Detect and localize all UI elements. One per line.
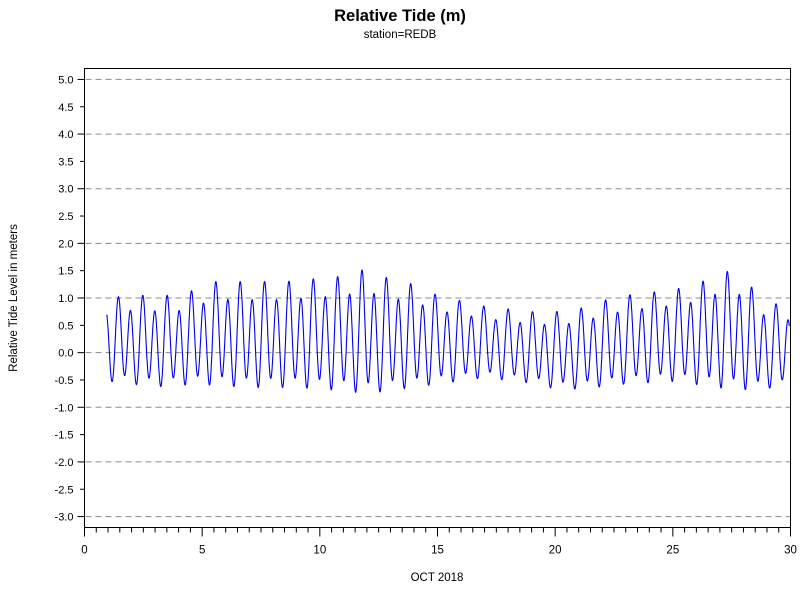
y-tick-label: 2.0 xyxy=(58,238,73,250)
y-tick-label: 4.5 xyxy=(58,102,73,114)
y-tick-label: -1.5 xyxy=(55,430,74,442)
y-axis-title: Relative Tide Level in meters xyxy=(8,224,20,372)
x-tick-label: 30 xyxy=(784,545,797,557)
y-tick-label: -2.5 xyxy=(55,484,74,496)
y-tick-label: -3.0 xyxy=(55,512,74,524)
y-gridlines xyxy=(85,78,790,518)
y-tick-label: 1.5 xyxy=(58,266,73,278)
x-tick-label: 15 xyxy=(431,545,444,557)
x-axis-tick-labels: 0 5 10 15 20 25 30 xyxy=(81,545,797,557)
y-tick-label: 3.0 xyxy=(58,184,73,196)
chart-title: Relative Tide (m) xyxy=(334,7,466,25)
y-tick-label: 1.0 xyxy=(58,293,73,305)
y-axis-ticks xyxy=(77,78,85,518)
x-tick-label: 5 xyxy=(199,545,205,557)
y-tick-label: 5.0 xyxy=(58,74,73,86)
x-axis-title: OCT 2018 xyxy=(411,572,464,584)
x-tick-label: 0 xyxy=(81,545,87,557)
x-axis-ticks xyxy=(84,527,791,537)
y-tick-label: -0.5 xyxy=(55,375,74,387)
tide-polyline xyxy=(106,269,790,393)
x-tick-label: 10 xyxy=(313,545,326,557)
x-tick-label: 20 xyxy=(549,545,562,557)
y-tick-label: 0.5 xyxy=(58,320,73,332)
y-tick-label: 4.0 xyxy=(58,129,73,141)
y-tick-label: -2.0 xyxy=(55,457,74,469)
y-tick-label: 0.0 xyxy=(58,348,73,360)
y-tick-label: -1.0 xyxy=(55,402,74,414)
y-axis-tick-labels: 5.0 4.5 4.0 3.5 3.0 2.5 2.0 1.5 1.0 0.5 0.0 -0.5 -1.… xyxy=(55,74,74,523)
tide-series-line xyxy=(106,269,790,393)
chart-subtitle: station=REDB xyxy=(364,29,437,41)
x-tick-label: 25 xyxy=(666,545,679,557)
y-tick-label: 3.5 xyxy=(58,156,73,168)
y-tick-label: 2.5 xyxy=(58,211,73,223)
